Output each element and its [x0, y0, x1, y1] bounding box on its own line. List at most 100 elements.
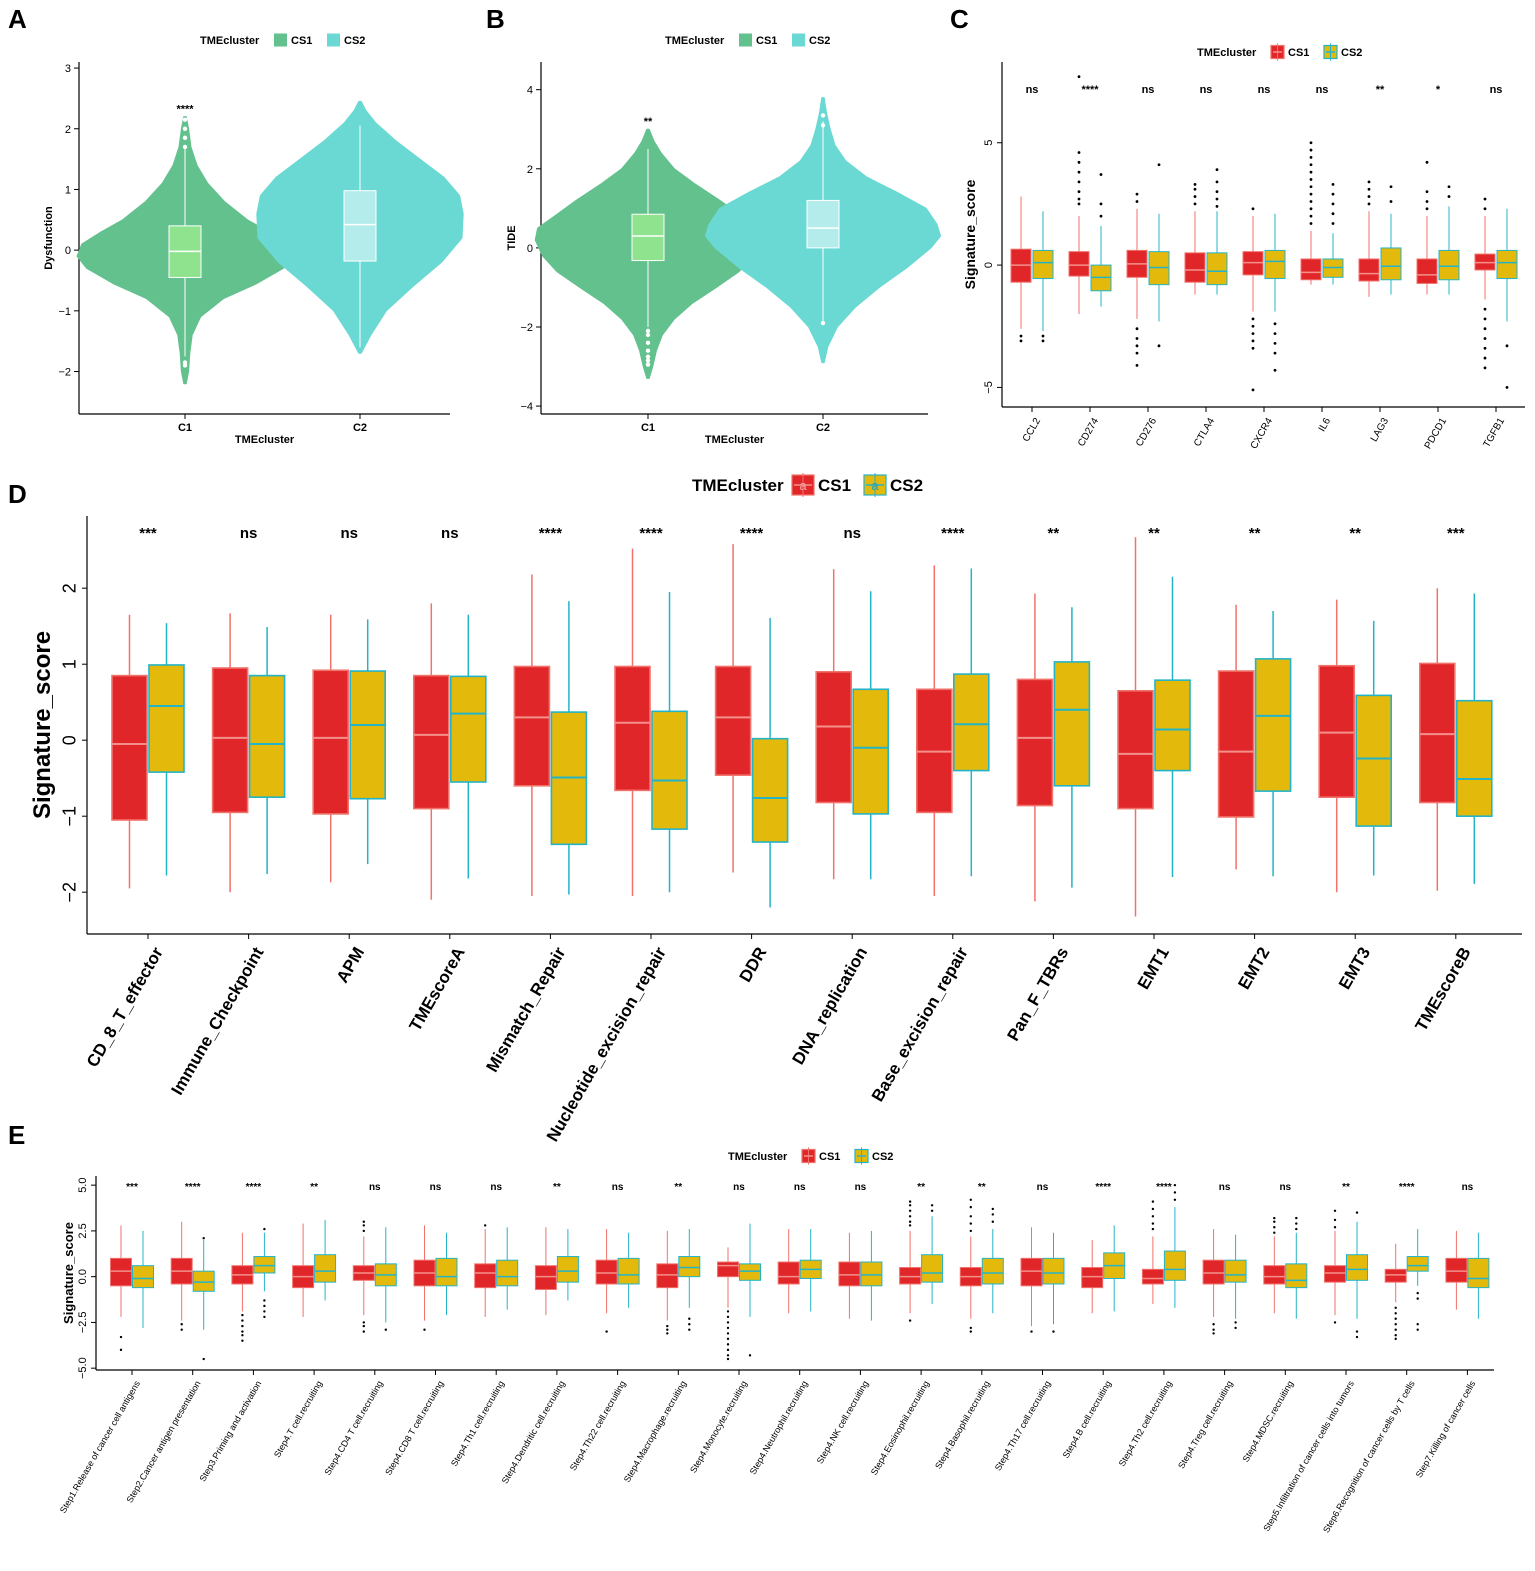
- box-outlier-c: [1099, 173, 1103, 176]
- box-outlier-c: [1331, 212, 1335, 216]
- x-tick-label-d: EMT2: [1234, 944, 1273, 993]
- box-outlier-e: [1295, 1216, 1298, 1220]
- y-tick-label-d: −1: [59, 806, 79, 827]
- box-e-cs2: [556, 1256, 579, 1283]
- box-outlier-c: [1077, 170, 1081, 174]
- box-e-cs2: [132, 1265, 154, 1289]
- x-tick-label-e: Step4.Eosinophil.recruiting: [869, 1379, 931, 1477]
- y-tick-label-d: 2: [59, 583, 79, 593]
- x-tick-label-e: Step4.Monocyte.recruiting: [688, 1379, 749, 1475]
- box-outlier-c: [1425, 207, 1429, 211]
- significance-label-e: ns: [612, 1182, 624, 1193]
- box-outlier-e: [202, 1357, 205, 1361]
- box-outlier-c: [1367, 195, 1371, 198]
- box-outlier-e: [908, 1224, 912, 1227]
- box-outlier-c: [1193, 182, 1197, 186]
- box-outlier-e: [1333, 1218, 1337, 1222]
- box-e-cs2: [1406, 1256, 1429, 1272]
- x-tick-label-b: C2: [816, 422, 830, 434]
- box-outlier-e: [930, 1204, 934, 1207]
- x-tick-label-d: APM: [333, 944, 368, 986]
- legend-key-glyph-d: a: [799, 478, 807, 493]
- significance-label-d: ****: [740, 525, 764, 542]
- violin-outlier-b: [645, 358, 651, 363]
- box-outlier-c: [1309, 148, 1313, 152]
- legend-label-b: CS2: [809, 35, 830, 47]
- y-tick-label-b: −2: [520, 322, 533, 334]
- box-d-cs1: [815, 670, 853, 804]
- box-outlier-c: [1019, 339, 1023, 343]
- panel-label-e: E: [8, 1120, 25, 1150]
- violin-outlier-a: [182, 135, 188, 141]
- box-outlier-e: [1234, 1326, 1237, 1330]
- box-outlier-c: [1483, 346, 1487, 350]
- box-e-cs1: [1445, 1257, 1468, 1283]
- significance-label-e: ****: [1156, 1182, 1172, 1193]
- box-outlier-c: [1309, 185, 1313, 189]
- significance-label-e: ns: [1219, 1182, 1231, 1193]
- x-tick-label-c: TGFB1: [1482, 416, 1508, 450]
- box-outlier-e: [1234, 1321, 1237, 1324]
- x-tick-label-d: Pan_F_TBRs: [1003, 944, 1072, 1044]
- y-tick-label-e: −5.0: [77, 1357, 89, 1379]
- box-outlier-c: [1483, 356, 1487, 360]
- violin-outlier-b: [820, 113, 826, 118]
- violin-outlier-b: [645, 354, 651, 359]
- significance-label-e: **: [553, 1182, 561, 1193]
- x-tick-label-e: Step4.Neutrophil.recruiting: [748, 1379, 810, 1476]
- box-outlier-c: [1425, 190, 1429, 194]
- box-outlier-c: [1251, 332, 1255, 335]
- box-d-cs2: [751, 737, 789, 843]
- x-tick-label-e: Step4.Dendritic cell.recruiting: [500, 1379, 567, 1485]
- significance-label-e: ns: [430, 1182, 442, 1193]
- box-c-cs2: [1206, 252, 1228, 286]
- box-outlier-c: [1367, 202, 1371, 206]
- x-tick-label-c: IL6: [1317, 416, 1334, 434]
- box-outlier-c: [1389, 185, 1393, 189]
- box-c-cs1: [1184, 252, 1206, 283]
- y-tick-label-a: 2: [65, 124, 71, 136]
- box-outlier-e: [263, 1315, 266, 1319]
- significance-label-e: **: [674, 1182, 682, 1193]
- significance-label-e: ns: [1462, 1182, 1474, 1193]
- box-outlier-e: [1273, 1226, 1276, 1229]
- legend-label-d: CS2: [890, 476, 923, 495]
- box-outlier-c: [1077, 202, 1081, 206]
- box-d-cs1: [111, 674, 148, 821]
- box-outlier-e: [908, 1215, 912, 1218]
- box-outlier-e: [1212, 1328, 1215, 1331]
- box-outlier-e: [1355, 1211, 1359, 1214]
- x-tick-label-e: Step4.NK cell.recruiting: [815, 1379, 871, 1465]
- y-tick-label-c: −5: [983, 381, 995, 394]
- significance-label-e: ns: [794, 1182, 806, 1193]
- box-outlier-c: [1505, 386, 1509, 389]
- box-outlier-e: [726, 1321, 730, 1324]
- violin-outlier-b: [820, 320, 826, 326]
- box-outlier-c: [1309, 207, 1313, 211]
- significance-label-d: ns: [441, 525, 459, 542]
- box-outlier-e: [666, 1324, 669, 1328]
- box-outlier-c: [1193, 187, 1197, 191]
- box-outlier-c: [1273, 341, 1277, 345]
- violin-box-a-cs2: [343, 190, 377, 262]
- box-outlier-e: [1416, 1328, 1419, 1331]
- x-tick-label-c: CD276: [1134, 416, 1159, 449]
- panel-label-a: A: [8, 4, 27, 34]
- box-outlier-e: [241, 1330, 244, 1333]
- box-e-cs1: [595, 1259, 618, 1285]
- box-outlier-e: [1212, 1323, 1215, 1326]
- box-e-cs2: [192, 1270, 215, 1292]
- box-outlier-c: [1077, 160, 1081, 164]
- box-outlier-c: [1077, 75, 1081, 79]
- box-outlier-e: [362, 1321, 365, 1324]
- box-outlier-e: [180, 1323, 183, 1326]
- box-outlier-e: [726, 1348, 730, 1352]
- box-outlier-e: [384, 1328, 387, 1331]
- box-d-cs2: [1355, 694, 1392, 827]
- legend-title-d: TMEcluster: [692, 476, 784, 495]
- panel-label-c: C: [950, 4, 969, 34]
- box-outlier-c: [1447, 195, 1451, 198]
- box-outlier-c: [1135, 344, 1139, 348]
- x-tick-label-e: Step3.Priming and activation: [197, 1379, 263, 1483]
- box-outlier-e: [119, 1348, 123, 1352]
